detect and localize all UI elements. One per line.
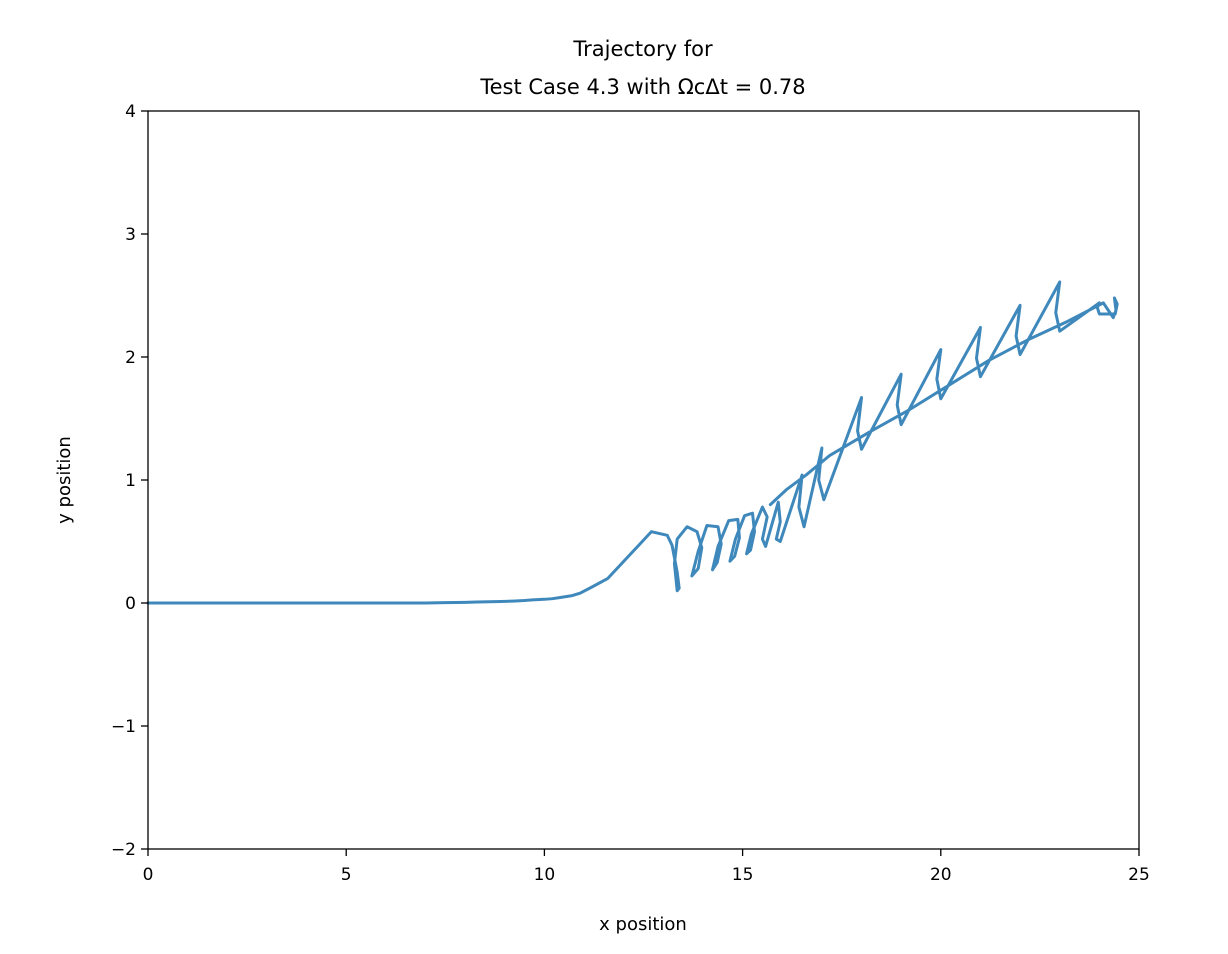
x-tick-label: 5	[341, 865, 352, 885]
x-tick-label: 15	[732, 865, 754, 885]
y-tick-label: 1	[125, 471, 136, 491]
x-axis-ticks: 0 5 10 15 20 25	[143, 849, 1150, 885]
y-tick-label: 4	[125, 102, 136, 122]
y-tick-label: −1	[111, 717, 136, 737]
x-tick-label: 25	[1128, 865, 1150, 885]
trajectory-line-series-0	[146, 280, 1119, 605]
y-axis-ticks: −2 −1 0 1 2 3 4	[111, 102, 148, 860]
x-tick-label: 0	[143, 865, 154, 885]
x-tick-label: 20	[930, 865, 952, 885]
y-axis-label: y position	[54, 436, 75, 524]
x-tick-label: 10	[534, 865, 556, 885]
y-tick-label: −2	[111, 840, 136, 860]
y-tick-label: 2	[125, 348, 136, 368]
y-tick-label: 0	[125, 594, 136, 614]
plot-content	[146, 280, 1119, 605]
x-axis-label: x position	[599, 914, 687, 935]
chart-title: Trajectory for Test Case 4.3 with ΩcΔt =…	[479, 37, 805, 99]
chart-title-line-1: Trajectory for	[572, 37, 713, 61]
chart-title-line-2: Test Case 4.3 with ΩcΔt = 0.78	[479, 75, 805, 99]
y-tick-label: 3	[125, 225, 136, 245]
